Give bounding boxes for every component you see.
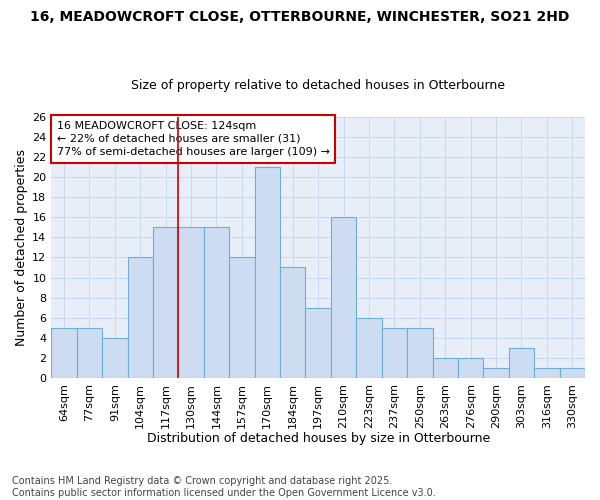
Bar: [433, 358, 458, 378]
Bar: [280, 268, 305, 378]
Bar: [356, 318, 382, 378]
Text: 16 MEADOWCROFT CLOSE: 124sqm
← 22% of detached houses are smaller (31)
77% of se: 16 MEADOWCROFT CLOSE: 124sqm ← 22% of de…: [56, 120, 329, 157]
Bar: [509, 348, 534, 378]
Bar: [128, 258, 153, 378]
Bar: [153, 228, 178, 378]
Bar: [534, 368, 560, 378]
Bar: [77, 328, 102, 378]
X-axis label: Distribution of detached houses by size in Otterbourne: Distribution of detached houses by size …: [146, 432, 490, 445]
Bar: [178, 228, 204, 378]
Bar: [382, 328, 407, 378]
Bar: [51, 328, 77, 378]
Bar: [407, 328, 433, 378]
Text: 16, MEADOWCROFT CLOSE, OTTERBOURNE, WINCHESTER, SO21 2HD: 16, MEADOWCROFT CLOSE, OTTERBOURNE, WINC…: [31, 10, 569, 24]
Bar: [560, 368, 585, 378]
Bar: [254, 167, 280, 378]
Title: Size of property relative to detached houses in Otterbourne: Size of property relative to detached ho…: [131, 79, 505, 92]
Bar: [204, 228, 229, 378]
Bar: [484, 368, 509, 378]
Bar: [331, 217, 356, 378]
Bar: [458, 358, 484, 378]
Text: Contains HM Land Registry data © Crown copyright and database right 2025.
Contai: Contains HM Land Registry data © Crown c…: [12, 476, 436, 498]
Bar: [102, 338, 128, 378]
Y-axis label: Number of detached properties: Number of detached properties: [15, 149, 28, 346]
Bar: [305, 308, 331, 378]
Bar: [229, 258, 254, 378]
